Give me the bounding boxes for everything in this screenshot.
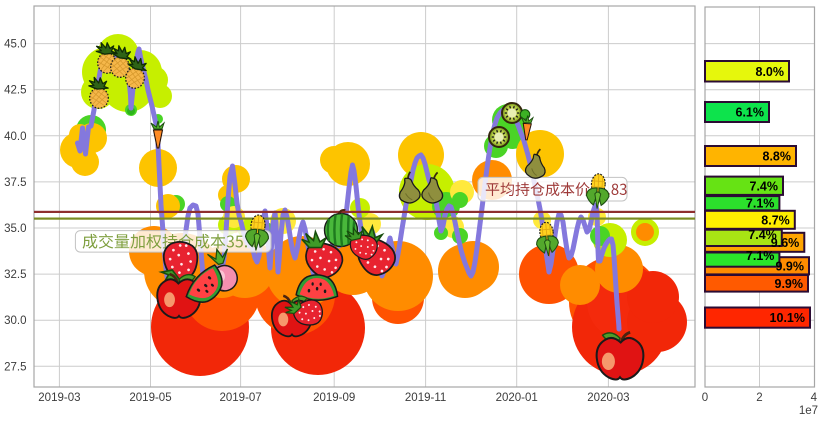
svg-text:8.7%: 8.7% <box>761 213 790 227</box>
svg-text:7.4%: 7.4% <box>748 228 777 242</box>
svg-text:27.5: 27.5 <box>4 361 26 373</box>
svg-text:32.5: 32.5 <box>4 269 26 281</box>
svg-text:37.5: 37.5 <box>4 177 26 189</box>
svg-text:2: 2 <box>756 392 762 404</box>
svg-text:40.0: 40.0 <box>4 131 26 143</box>
svg-text:9.6%: 9.6% <box>771 236 800 250</box>
svg-text:2020-03: 2020-03 <box>587 392 629 404</box>
svg-text:10.1%: 10.1% <box>770 311 805 325</box>
svg-text:45.0: 45.0 <box>4 39 26 51</box>
svg-text:1e7: 1e7 <box>799 405 818 417</box>
svg-text:2020-01: 2020-01 <box>496 392 538 404</box>
svg-text:2019-07: 2019-07 <box>219 392 261 404</box>
svg-text:4: 4 <box>811 392 818 404</box>
svg-text:6.1%: 6.1% <box>736 106 765 120</box>
svg-text:8.8%: 8.8% <box>763 150 792 164</box>
svg-text:2019-05: 2019-05 <box>129 392 171 404</box>
svg-text:8.0%: 8.0% <box>756 65 785 79</box>
svg-text:7.4%: 7.4% <box>750 179 779 193</box>
svg-text:7.1%: 7.1% <box>746 197 775 211</box>
svg-text:7.1%: 7.1% <box>746 249 775 263</box>
svg-text:2019-09: 2019-09 <box>313 392 355 404</box>
svg-text:0: 0 <box>702 392 708 404</box>
svg-text:2019-03: 2019-03 <box>38 392 80 404</box>
svg-text:35.0: 35.0 <box>4 223 26 235</box>
svg-text:9.9%: 9.9% <box>775 277 804 291</box>
svg-text:2019-11: 2019-11 <box>405 392 446 404</box>
svg-text:30.0: 30.0 <box>4 315 26 327</box>
svg-text:42.5: 42.5 <box>4 85 26 97</box>
svg-text:9.9%: 9.9% <box>776 259 805 273</box>
